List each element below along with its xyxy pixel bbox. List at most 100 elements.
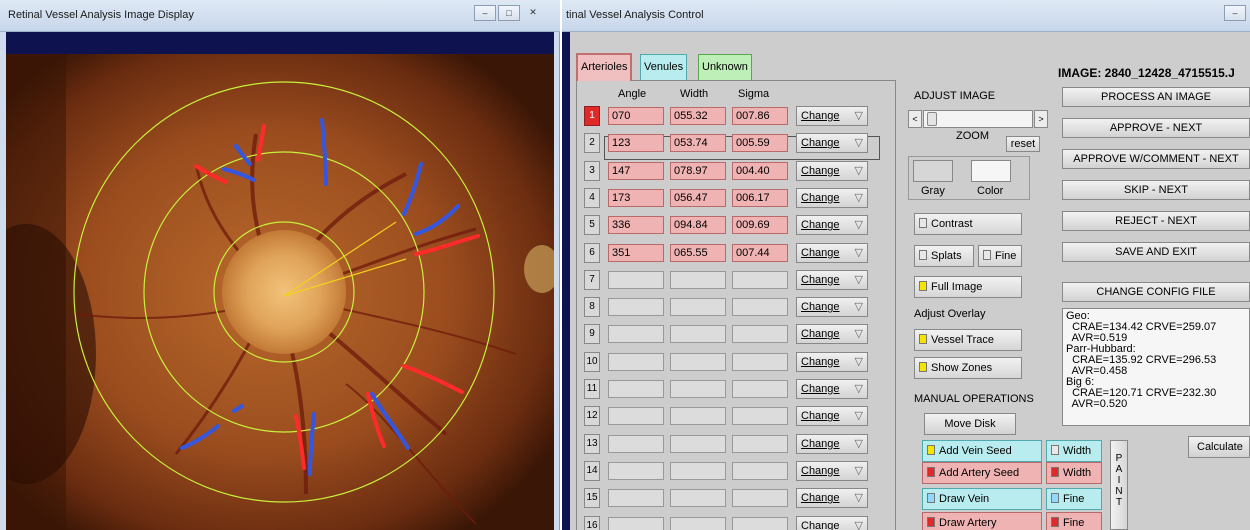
- angle-field[interactable]: [608, 407, 664, 426]
- change-dropdown[interactable]: Change ▽: [796, 187, 868, 208]
- angle-field[interactable]: 336: [608, 216, 664, 235]
- sigma-field[interactable]: [732, 325, 788, 344]
- width-field[interactable]: 078.97: [670, 161, 726, 180]
- change-dropdown[interactable]: Change ▽: [796, 106, 868, 126]
- angle-field[interactable]: [608, 516, 664, 530]
- angle-field[interactable]: 070: [608, 107, 664, 125]
- sigma-field[interactable]: [732, 516, 788, 530]
- vein-fine-checkbox[interactable]: [1051, 493, 1059, 503]
- angle-field[interactable]: 173: [608, 188, 664, 207]
- calculate-button[interactable]: Calculate: [1188, 436, 1250, 458]
- artery-fine-toggle[interactable]: Fine: [1046, 512, 1102, 530]
- row-number-button[interactable]: 16: [584, 515, 600, 530]
- sigma-field[interactable]: [732, 298, 788, 317]
- width-field[interactable]: [670, 270, 726, 289]
- change-dropdown[interactable]: Change ▽: [796, 160, 868, 181]
- row-number-button[interactable]: 3: [584, 160, 600, 181]
- maximize-button[interactable]: □: [498, 5, 520, 21]
- splats-checkbox[interactable]: [919, 250, 927, 260]
- zoom-decrease-button[interactable]: <: [908, 110, 922, 128]
- minimize-button[interactable]: –: [474, 5, 496, 21]
- angle-field[interactable]: [608, 325, 664, 344]
- row-number-button[interactable]: 5: [584, 215, 600, 236]
- sigma-field[interactable]: [732, 352, 788, 371]
- control-minimize-button[interactable]: –: [1224, 5, 1246, 21]
- sigma-field[interactable]: 006.17: [732, 188, 788, 207]
- vein-width-checkbox[interactable]: [1051, 445, 1059, 455]
- zoom-increase-button[interactable]: >: [1034, 110, 1048, 128]
- artery-width-toggle[interactable]: Width: [1046, 462, 1102, 484]
- close-button[interactable]: ✕: [529, 7, 537, 17]
- sigma-field[interactable]: [732, 270, 788, 289]
- width-field[interactable]: [670, 461, 726, 480]
- width-field[interactable]: 065.55: [670, 243, 726, 262]
- row-number-button[interactable]: 15: [584, 488, 600, 509]
- approve-comment-next-button[interactable]: APPROVE W/COMMENT - NEXT: [1062, 149, 1250, 169]
- sigma-field[interactable]: 005.59: [732, 134, 788, 153]
- splats-toggle[interactable]: Splats: [914, 245, 974, 267]
- zoom-thumb[interactable]: [927, 112, 937, 126]
- width-field[interactable]: [670, 516, 726, 530]
- move-disk-button[interactable]: Move Disk: [924, 413, 1016, 435]
- width-field[interactable]: 055.32: [670, 107, 726, 125]
- sigma-field[interactable]: [732, 489, 788, 508]
- tab-arterioles[interactable]: Arterioles: [576, 53, 633, 81]
- artery-width-checkbox[interactable]: [1051, 467, 1059, 477]
- row-number-button[interactable]: 10: [584, 351, 600, 372]
- tab-venules[interactable]: Venules: [640, 54, 688, 80]
- change-config-button[interactable]: CHANGE CONFIG FILE: [1062, 282, 1250, 302]
- row-number-button[interactable]: 8: [584, 297, 600, 318]
- change-dropdown[interactable]: Change ▽: [796, 460, 868, 481]
- row-number-button[interactable]: 2: [584, 133, 600, 154]
- vein-fine-toggle[interactable]: Fine: [1046, 488, 1102, 510]
- sigma-field[interactable]: [732, 461, 788, 480]
- skip-next-button[interactable]: SKIP - NEXT: [1062, 180, 1250, 200]
- add-vein-seed-button[interactable]: Add Vein Seed: [922, 440, 1042, 462]
- contrast-toggle[interactable]: Contrast: [914, 213, 1022, 235]
- width-field[interactable]: [670, 325, 726, 344]
- angle-field[interactable]: [608, 461, 664, 480]
- width-field[interactable]: [670, 489, 726, 508]
- change-dropdown[interactable]: Change ▽: [796, 133, 868, 154]
- sigma-field[interactable]: 007.44: [732, 243, 788, 262]
- change-dropdown[interactable]: Change ▽: [796, 488, 868, 509]
- angle-field[interactable]: [608, 380, 664, 398]
- save-exit-button[interactable]: SAVE AND EXIT: [1062, 242, 1250, 262]
- sigma-field[interactable]: 007.86: [732, 107, 788, 125]
- width-field[interactable]: [670, 380, 726, 398]
- zoom-track[interactable]: [923, 110, 1033, 128]
- width-field[interactable]: 056.47: [670, 188, 726, 207]
- row-number-button[interactable]: 6: [584, 242, 600, 263]
- contrast-checkbox[interactable]: [919, 218, 927, 228]
- fine-toggle[interactable]: Fine: [978, 245, 1022, 267]
- vessel-trace-toggle[interactable]: Vessel Trace: [914, 329, 1022, 351]
- reject-next-button[interactable]: REJECT - NEXT: [1062, 211, 1250, 231]
- row-number-button[interactable]: 14: [584, 460, 600, 481]
- sigma-field[interactable]: [732, 434, 788, 453]
- sigma-field[interactable]: 004.40: [732, 161, 788, 180]
- width-field[interactable]: [670, 434, 726, 453]
- width-field[interactable]: [670, 407, 726, 426]
- zoom-reset-button[interactable]: reset: [1006, 136, 1040, 152]
- sigma-field[interactable]: [732, 380, 788, 398]
- change-dropdown[interactable]: Change ▽: [796, 406, 868, 427]
- row-number-button[interactable]: 9: [584, 324, 600, 345]
- change-dropdown[interactable]: Change ▽: [796, 379, 868, 399]
- show-zones-toggle[interactable]: Show Zones: [914, 357, 1022, 379]
- change-dropdown[interactable]: Change ▽: [796, 433, 868, 454]
- width-field[interactable]: 053.74: [670, 134, 726, 153]
- process-image-button[interactable]: PROCESS AN IMAGE: [1062, 87, 1250, 107]
- draw-vein-button[interactable]: Draw Vein: [922, 488, 1042, 510]
- angle-field[interactable]: [608, 434, 664, 453]
- row-number-button[interactable]: 12: [584, 406, 600, 427]
- tab-unknown[interactable]: Unknown: [698, 54, 752, 80]
- angle-field[interactable]: [608, 489, 664, 508]
- change-dropdown[interactable]: Change ▽: [796, 215, 868, 236]
- artery-fine-checkbox[interactable]: [1051, 517, 1059, 527]
- gray-swatch[interactable]: [913, 160, 953, 182]
- angle-field[interactable]: 147: [608, 161, 664, 180]
- approve-next-button[interactable]: APPROVE - NEXT: [1062, 118, 1250, 138]
- angle-field[interactable]: [608, 270, 664, 289]
- sigma-field[interactable]: [732, 407, 788, 426]
